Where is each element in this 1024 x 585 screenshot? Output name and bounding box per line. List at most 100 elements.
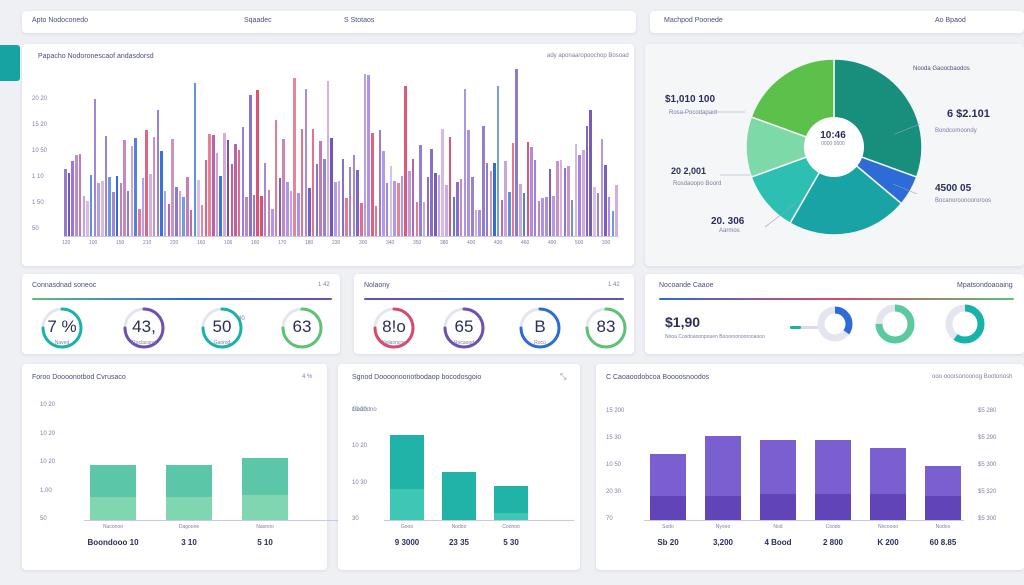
- main-chart-bar: [234, 144, 237, 236]
- main-chart-bar: [404, 86, 407, 236]
- y-axis-tick: 10 20: [40, 402, 56, 408]
- bar-segment-upper: [442, 471, 476, 520]
- main-chart-x-tick: 170: [278, 240, 287, 246]
- main-chart-bar: [271, 209, 274, 236]
- main-chart-bar: [419, 145, 422, 236]
- main-chart-bar: [485, 163, 489, 236]
- header-right-action[interactable]: Ao Bpaod: [935, 17, 966, 24]
- main-chart-bar: [289, 191, 293, 236]
- bottom-chart-b: Sgnod Doooonoonotbodaop bocodosgoio ⤡ Go…: [338, 364, 580, 570]
- kpi-gauge-value: 50: [212, 317, 232, 336]
- kpi-c-donut-arc: [945, 304, 985, 344]
- main-chart-bar: [171, 139, 174, 236]
- main-chart-bar: [304, 89, 308, 236]
- main-chart-bar: [496, 86, 500, 236]
- main-chart-bar: [519, 184, 522, 236]
- main-chart-bar: [574, 144, 578, 236]
- kpi-gauge-value: 7 %: [47, 317, 77, 336]
- chart-baseline: [384, 520, 574, 521]
- main-chart-bar: [430, 149, 433, 236]
- kpi-gauge-arc: [373, 307, 415, 349]
- main-chart-bar: [426, 177, 430, 236]
- x-axis-tick: Sodo: [662, 524, 674, 530]
- x-axis-value: K 200: [877, 538, 899, 547]
- main-chart-bar: [204, 160, 208, 236]
- bottom-b-y-label: Gonodno: [352, 407, 377, 413]
- main-chart-bar: [319, 141, 322, 236]
- bar-segment-upper: [242, 458, 288, 495]
- main-chart-bar: [511, 143, 515, 236]
- main-chart-bar: [504, 161, 507, 236]
- main-chart-x-tick: 150: [116, 240, 125, 246]
- main-chart-bar: [482, 126, 485, 236]
- kpi-gauge-ring: [123, 307, 165, 349]
- bar-segment-upper: [815, 439, 851, 494]
- main-chart-bar: [522, 193, 526, 236]
- main-chart-bar: [75, 155, 78, 236]
- kpi-card-c: Nocoande Caaoe Mpatsondoaoaing $1,90 Noo…: [645, 274, 1024, 354]
- chart-baseline: [84, 520, 344, 521]
- kpi-gauge: 83: [576, 304, 636, 350]
- kpi-b-divider: [364, 298, 624, 300]
- kpi-gauge-arc: [443, 307, 485, 349]
- main-chart-bar: [478, 210, 481, 236]
- main-chart-bar: [197, 180, 200, 236]
- main-chart-bar: [556, 161, 559, 236]
- main-chart-bar: [508, 192, 511, 236]
- pie-slice[interactable]: [788, 145, 903, 236]
- y-axis-right-tick: $5 320: [978, 489, 997, 495]
- main-chart-bar: [448, 137, 452, 236]
- sidebar-accent-tab[interactable]: [0, 45, 20, 81]
- x-axis-tick: Nodoo: [935, 524, 951, 530]
- main-chart-bar: [230, 164, 234, 236]
- chart-baseline: [644, 520, 964, 521]
- y-axis-right-tick: $5 280: [978, 408, 997, 414]
- bar-segment-upper: [166, 465, 212, 498]
- main-chart-bar: [152, 137, 156, 236]
- x-axis-tick: Nod: [773, 524, 783, 530]
- main-chart-bar: [326, 81, 330, 236]
- main-chart-bar: [278, 178, 282, 236]
- x-axis-value: 23 35: [448, 538, 470, 547]
- kpi-a-divider: [32, 298, 332, 300]
- kpi-c-divider: [659, 298, 1014, 300]
- header-tab-b[interactable]: S Stotaos: [344, 17, 375, 24]
- main-chart-bar: [467, 130, 470, 236]
- main-chart-title: Papacho Nodoronescaof andasdorsd: [38, 53, 154, 60]
- x-axis-value: 5 30: [503, 538, 519, 547]
- kpi-c-right-title: Mpatsondoaoaing: [957, 282, 1013, 289]
- main-chart-bar: [385, 183, 389, 236]
- main-chart-bar: [308, 188, 311, 236]
- main-chart-bar: [189, 210, 193, 236]
- main-chart-plot: [64, 66, 619, 236]
- header-right-title: Machpod Poonede: [664, 17, 723, 24]
- main-chart-bar: [241, 127, 245, 236]
- main-chart-bar: [260, 196, 263, 236]
- main-chart-baseline: [64, 236, 619, 237]
- bar-segment-lower: [90, 497, 136, 520]
- kpi-gauge-value: 63: [292, 317, 312, 336]
- main-chart-bar: [208, 134, 211, 236]
- main-chart-bar: [119, 183, 123, 236]
- main-chart-bar: [274, 120, 278, 236]
- header-tab-a[interactable]: Sqaadec: [244, 17, 272, 24]
- pie-leader-line: [894, 123, 921, 135]
- bottom-b-expand-icon[interactable]: ⤡: [560, 372, 567, 381]
- main-chart-bar: [411, 159, 415, 236]
- main-chart-bar: [141, 178, 145, 236]
- kpi-c-progress-fill: [790, 326, 801, 329]
- main-chart-bar: [311, 129, 315, 236]
- main-chart-x-tick: 340: [386, 240, 395, 246]
- main-chart-bar: [459, 179, 463, 236]
- main-chart-x-tick: 500: [575, 240, 584, 246]
- main-chart-x-tick: 160: [251, 240, 260, 246]
- y-axis-right-tick: $5 300: [978, 462, 997, 468]
- main-chart-bar: [249, 95, 252, 236]
- bar-segment-lower: [650, 496, 686, 520]
- pie-label-5-sub: Bocanoroonoororoos: [935, 198, 992, 204]
- pie-slice[interactable]: [750, 58, 835, 149]
- main-chart-bar: [533, 160, 537, 236]
- main-chart-x-tick: 300: [359, 240, 368, 246]
- pie-label-3-value: 20. 306: [711, 216, 745, 227]
- main-chart-x-tick: 106: [224, 240, 233, 246]
